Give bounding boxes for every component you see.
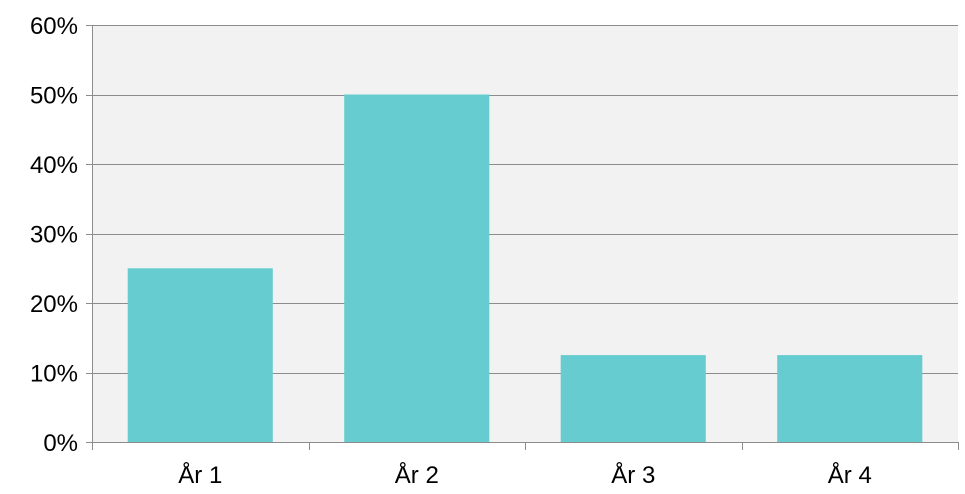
y-tick-label: 30% <box>30 222 78 249</box>
y-tick-label: 40% <box>30 152 78 179</box>
bar <box>127 268 273 443</box>
y-tick-label: 10% <box>30 361 78 388</box>
x-tick-labels: År 1 År 2 År 3 År 4 <box>178 461 872 489</box>
bar <box>560 355 706 442</box>
y-tick-label: 20% <box>30 291 78 318</box>
x-tick-label: År 3 <box>611 461 655 489</box>
bars <box>127 94 923 443</box>
y-tick-label: 0% <box>43 430 78 457</box>
x-tick-label: År 4 <box>828 461 872 489</box>
bar <box>344 94 490 442</box>
y-tick-label: 60% <box>30 13 78 40</box>
x-tick-label: År 1 <box>178 461 222 489</box>
x-tick-label: År 2 <box>395 461 439 489</box>
y-tick-labels: 0% 10% 20% 30% 40% 50% 60% <box>30 13 78 457</box>
y-tick-label: 50% <box>30 83 78 110</box>
bar <box>777 355 923 442</box>
axes <box>86 25 959 450</box>
